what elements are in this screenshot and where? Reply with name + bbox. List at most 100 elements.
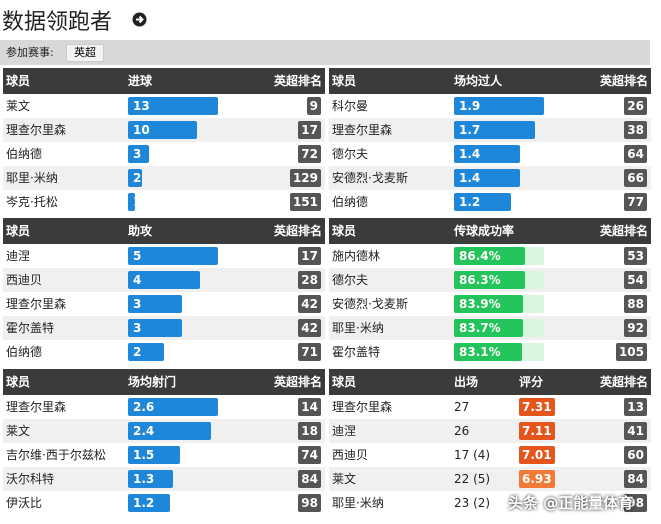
row bbox=[329, 395, 651, 419]
player-name: 岑克·托松 bbox=[6, 195, 58, 209]
appearances: 26 bbox=[454, 424, 470, 438]
bar-value: 1.4 bbox=[459, 171, 481, 185]
appearances: 22 (5) bbox=[454, 472, 491, 486]
bar bbox=[454, 271, 525, 289]
bar-value: 1.9 bbox=[459, 99, 481, 113]
rank: 17 bbox=[298, 247, 321, 265]
bar-value: 86.4% bbox=[459, 249, 501, 263]
bar bbox=[128, 271, 200, 289]
player-name: 耶里·米纳 bbox=[332, 321, 384, 335]
rank: 84 bbox=[298, 470, 321, 488]
rank: 18 bbox=[298, 422, 321, 440]
rank: 42 bbox=[298, 295, 321, 313]
bar-value: 3 bbox=[133, 321, 142, 335]
bar bbox=[454, 247, 525, 265]
player-name: 理查尔里森 bbox=[6, 400, 67, 414]
player-name: 迪涅 bbox=[6, 249, 31, 263]
column-header: 英超排名 bbox=[599, 375, 648, 389]
bar bbox=[128, 121, 198, 139]
rating: 7.31 bbox=[519, 398, 555, 416]
bar-value: 1 bbox=[133, 195, 142, 209]
player-name: 莱文 bbox=[6, 99, 31, 113]
player-name: 理查尔里森 bbox=[6, 123, 67, 137]
bar-value: 1.5 bbox=[133, 448, 155, 462]
bar bbox=[128, 494, 170, 512]
rank: 26 bbox=[624, 97, 647, 115]
bar-value: 1.7 bbox=[459, 123, 481, 137]
column-header: 英超排名 bbox=[273, 224, 322, 238]
player-name: 德尔夫 bbox=[332, 273, 369, 287]
bar-value: 1.3 bbox=[133, 472, 155, 486]
column-header: 场均射门 bbox=[128, 375, 177, 389]
rating: 7.11 bbox=[519, 422, 555, 440]
row bbox=[329, 419, 651, 443]
bar-value: 3 bbox=[133, 147, 142, 161]
bar bbox=[128, 193, 135, 211]
bar bbox=[454, 169, 521, 187]
bar bbox=[454, 319, 523, 337]
filter-chip[interactable]: 英超 bbox=[66, 44, 104, 62]
rank: 41 bbox=[624, 422, 647, 440]
bar bbox=[128, 295, 182, 313]
column-header: 出场 bbox=[454, 375, 479, 389]
bar bbox=[454, 295, 523, 313]
rank: 105 bbox=[615, 343, 647, 361]
column-header: 球员 bbox=[6, 224, 31, 238]
rank: 64 bbox=[624, 145, 647, 163]
rank: 74 bbox=[298, 446, 321, 464]
player-name: 理查尔里森 bbox=[332, 123, 393, 137]
column-header: 球员 bbox=[6, 74, 31, 88]
player-name: 沃尔科特 bbox=[6, 472, 55, 486]
bar bbox=[128, 169, 142, 187]
player-name: 科尔曼 bbox=[332, 99, 369, 113]
bar-value: 10 bbox=[133, 123, 150, 137]
bar-value: 2 bbox=[133, 345, 142, 359]
player-name: 理查尔里森 bbox=[6, 297, 67, 311]
bar-value: 83.1% bbox=[459, 345, 501, 359]
rank: 92 bbox=[624, 319, 647, 337]
appearances: 17 (4) bbox=[454, 448, 491, 462]
rating: 7.01 bbox=[519, 446, 555, 464]
rank: 72 bbox=[298, 145, 321, 163]
bar bbox=[128, 398, 218, 416]
rank: 9 bbox=[306, 97, 321, 115]
bar-value: 83.9% bbox=[459, 297, 501, 311]
panel-header bbox=[329, 68, 651, 94]
rank: 38 bbox=[624, 121, 647, 139]
bar bbox=[454, 343, 523, 361]
column-header: 场均过人 bbox=[454, 74, 503, 88]
bar-value: 5 bbox=[133, 249, 142, 263]
player-name: 伯纳德 bbox=[6, 147, 43, 161]
panel-header bbox=[3, 218, 325, 244]
player-name: 迪涅 bbox=[332, 424, 357, 438]
filter-label: 参加赛事: bbox=[6, 46, 54, 59]
player-name: 安德烈·戈麦斯 bbox=[332, 171, 408, 185]
column-header: 评分 bbox=[519, 375, 544, 389]
panel-header bbox=[3, 369, 325, 395]
column-header: 英超排名 bbox=[599, 224, 648, 238]
bar bbox=[454, 121, 535, 139]
player-name: 霍尔盖特 bbox=[6, 321, 55, 335]
rank: 17 bbox=[298, 121, 321, 139]
player-name: 西迪贝 bbox=[332, 448, 369, 462]
column-header: 球员 bbox=[6, 375, 31, 389]
rank: 53 bbox=[624, 247, 647, 265]
player-name: 莱文 bbox=[6, 424, 31, 438]
arrow-icon[interactable] bbox=[132, 12, 147, 27]
column-header: 传球成功率 bbox=[454, 224, 515, 238]
appearances: 27 bbox=[454, 400, 470, 414]
bar-value: 83.7% bbox=[459, 321, 501, 335]
panel-header bbox=[3, 68, 325, 94]
column-header: 球员 bbox=[332, 74, 357, 88]
rank: 60 bbox=[624, 446, 647, 464]
player-name: 霍尔盖特 bbox=[332, 345, 381, 359]
player-name: 西迪贝 bbox=[6, 273, 43, 287]
rank: 28 bbox=[298, 271, 321, 289]
bar-value: 2.4 bbox=[133, 424, 155, 438]
rating: 6.93 bbox=[519, 470, 555, 488]
bar bbox=[128, 470, 173, 488]
bar-value: 2 bbox=[133, 171, 142, 185]
column-header: 球员 bbox=[332, 224, 357, 238]
row bbox=[3, 142, 325, 166]
